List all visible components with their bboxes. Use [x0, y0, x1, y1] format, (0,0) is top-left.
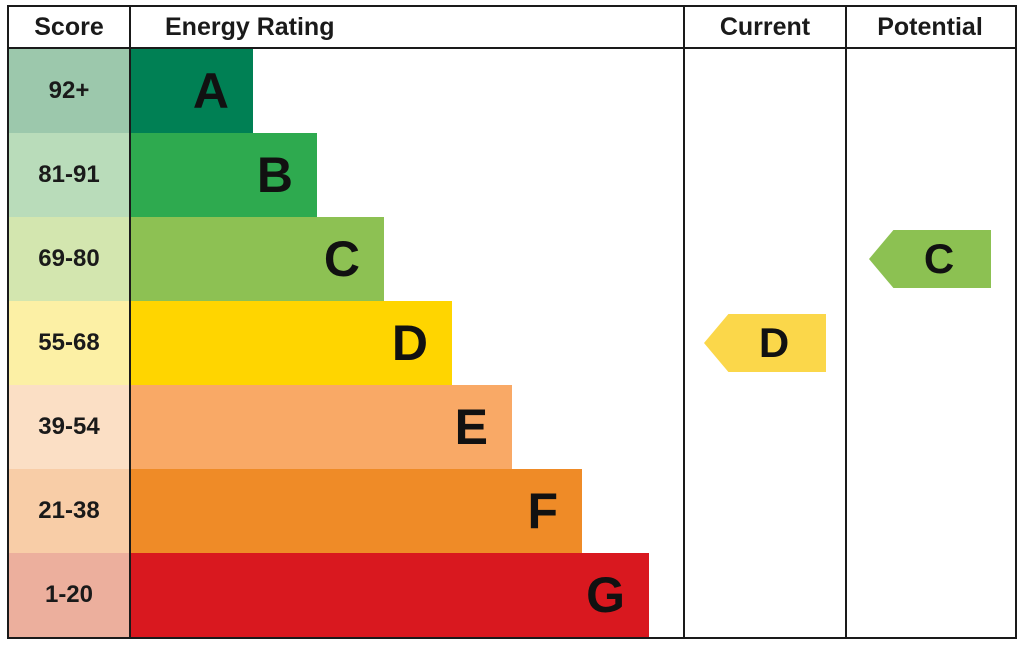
score-cell-f: 21-38 — [9, 469, 129, 553]
band-bar-g: G — [131, 553, 649, 637]
potential-cell-f — [845, 469, 1013, 553]
band-bar-c: C — [131, 217, 384, 301]
current-rating-letter: D — [758, 319, 790, 366]
potential-cell-a — [845, 49, 1013, 133]
epc-rating-chart: Score Energy Rating Current Potential 92… — [7, 5, 1017, 639]
rating-cell-e: E — [129, 385, 683, 469]
band-bar-e: E — [131, 385, 512, 469]
header-energy-rating: Energy Rating — [129, 7, 683, 47]
header-row: Score Energy Rating Current Potential — [9, 7, 1015, 49]
potential-rating-letter: C — [923, 235, 955, 282]
score-cell-d: 55-68 — [9, 301, 129, 385]
potential-cell-g — [845, 553, 1013, 637]
band-row-b: 81-91 B — [9, 133, 1015, 217]
rating-cell-b: B — [129, 133, 683, 217]
band-bar-b: B — [131, 133, 317, 217]
score-range-c: 69-80 — [38, 245, 100, 272]
band-letter-d: D — [391, 315, 428, 371]
score-cell-e: 39-54 — [9, 385, 129, 469]
header-potential: Potential — [845, 7, 1013, 47]
score-cell-b: 81-91 — [9, 133, 129, 217]
header-current: Current — [683, 7, 845, 47]
potential-rating-arrow: C — [869, 230, 991, 288]
current-rating-arrow: D — [704, 314, 826, 372]
score-range-e: 39-54 — [38, 413, 100, 440]
band-row-a: 92+ A — [9, 49, 1015, 133]
rating-cell-f: F — [129, 469, 683, 553]
rating-cell-g: G — [129, 553, 683, 637]
band-row-d: 55-68 D D — [9, 301, 1015, 385]
current-cell-g — [683, 553, 845, 637]
score-range-f: 21-38 — [38, 497, 100, 524]
current-cell-c — [683, 217, 845, 301]
score-cell-c: 69-80 — [9, 217, 129, 301]
current-cell-e — [683, 385, 845, 469]
rating-cell-d: D — [129, 301, 683, 385]
band-bar-d: D — [131, 301, 452, 385]
score-range-a: 92+ — [48, 77, 90, 104]
potential-cell-e — [845, 385, 1013, 469]
band-letter-b: B — [256, 147, 293, 203]
score-range-g: 1-20 — [44, 581, 94, 608]
current-cell-f — [683, 469, 845, 553]
score-range-b: 81-91 — [38, 161, 100, 188]
current-cell-a — [683, 49, 845, 133]
current-cell-b — [683, 133, 845, 217]
band-letter-g: G — [586, 567, 625, 623]
band-row-c: 69-80 C C — [9, 217, 1015, 301]
potential-cell-d — [845, 301, 1013, 385]
rating-cell-c: C — [129, 217, 683, 301]
band-row-f: 21-38 F — [9, 469, 1015, 553]
header-score: Score — [34, 12, 104, 41]
band-row-g: 1-20 G — [9, 553, 1015, 637]
current-cell-d: D — [683, 301, 845, 385]
potential-cell-c: C — [845, 217, 1013, 301]
band-bar-a: A — [131, 49, 253, 133]
score-cell-a: 92+ — [9, 49, 129, 133]
band-letter-c: C — [323, 231, 360, 287]
score-cell-g: 1-20 — [9, 553, 129, 637]
band-row-e: 39-54 E — [9, 385, 1015, 469]
band-bar-f: F — [131, 469, 582, 553]
band-letter-f: F — [527, 483, 558, 539]
potential-cell-b — [845, 133, 1013, 217]
band-letter-a: A — [192, 63, 229, 119]
band-letter-e: E — [454, 399, 488, 455]
rating-cell-a: A — [129, 49, 683, 133]
score-range-d: 55-68 — [38, 329, 100, 356]
